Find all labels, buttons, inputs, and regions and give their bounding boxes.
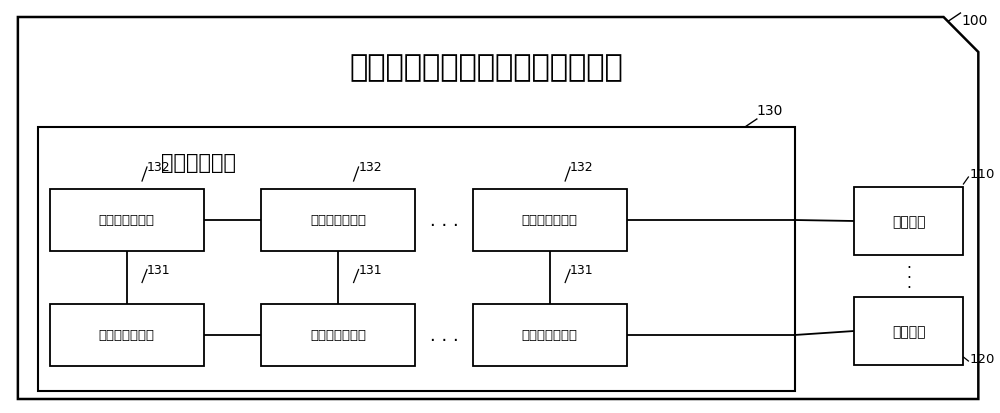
Text: 132: 132: [570, 161, 594, 174]
Text: 131: 131: [570, 263, 594, 276]
Bar: [50, 304, 204, 366]
Text: 脉冲发生电路: 脉冲发生电路: [161, 153, 236, 173]
Text: 131: 131: [359, 263, 382, 276]
Text: ·: ·: [906, 271, 911, 286]
Text: 131: 131: [147, 263, 171, 276]
Text: 132: 132: [359, 161, 382, 174]
Text: 100: 100: [961, 14, 988, 28]
Bar: [261, 304, 415, 366]
Text: 120: 120: [969, 353, 995, 366]
Text: 110: 110: [969, 168, 995, 181]
Text: 用于输出双极性协同脉冲发生设备: 用于输出双极性协同脉冲发生设备: [350, 53, 624, 82]
Text: 第一充放电模块: 第一充放电模块: [310, 329, 366, 342]
Bar: [261, 190, 415, 252]
Text: . . .: . . .: [430, 326, 458, 344]
Polygon shape: [18, 18, 978, 399]
Text: 130: 130: [757, 104, 783, 118]
Text: ·: ·: [906, 281, 911, 296]
Text: 第一电极: 第一电极: [892, 214, 926, 228]
Bar: [854, 188, 963, 255]
Bar: [38, 128, 795, 391]
Bar: [473, 190, 627, 252]
Text: 132: 132: [147, 161, 171, 174]
Text: 第二充放电模块: 第二充放电模块: [99, 214, 155, 227]
Bar: [50, 190, 204, 252]
Text: 第一充放电模块: 第一充放电模块: [99, 329, 155, 342]
Text: 第一充放电模块: 第一充放电模块: [522, 329, 578, 342]
Text: ·: ·: [906, 261, 911, 276]
Text: 第二充放电模块: 第二充放电模块: [310, 214, 366, 227]
Text: . . .: . . .: [430, 211, 458, 230]
Text: 第二充放电模块: 第二充放电模块: [522, 214, 578, 227]
Text: 第二电极: 第二电极: [892, 324, 926, 338]
Bar: [854, 297, 963, 365]
Bar: [473, 304, 627, 366]
